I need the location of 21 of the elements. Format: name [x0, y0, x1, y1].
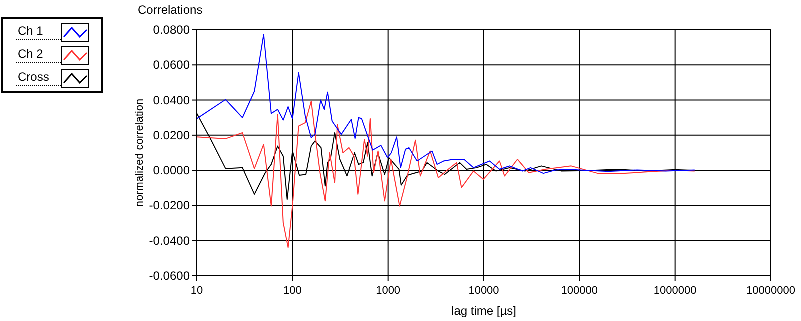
- y-tick-label: 0.0200: [153, 128, 190, 142]
- x-tick-label: 10000000: [746, 285, 796, 297]
- y-tick-label: -0.0200: [149, 198, 190, 213]
- chart-title: Correlations: [138, 3, 203, 17]
- legend-label: Ch 1: [18, 24, 44, 38]
- x-tick-label: 100: [283, 285, 302, 297]
- x-tick-label: 1000000: [654, 285, 697, 297]
- x-tick-label: 10: [190, 285, 204, 297]
- y-tick-label: 0.0000: [153, 164, 190, 178]
- y-tick-label: 0.0400: [153, 93, 190, 108]
- x-tick-label: 10000: [468, 285, 500, 297]
- y-tick-label: -0.0400: [149, 234, 190, 248]
- y-tick-label: -0.0600: [149, 269, 190, 283]
- x-tick-label: 100000: [561, 285, 598, 297]
- y-tick-label: 0.0800: [153, 23, 190, 37]
- legend-label: Ch 2: [18, 47, 44, 61]
- legend-label: Cross: [18, 70, 50, 84]
- x-axis-title: lag time [µs]: [452, 304, 516, 318]
- y-axis-title: normalized correlation: [134, 98, 146, 208]
- x-tick-label: 1000: [376, 285, 401, 297]
- y-tick-label: 0.0600: [153, 58, 190, 72]
